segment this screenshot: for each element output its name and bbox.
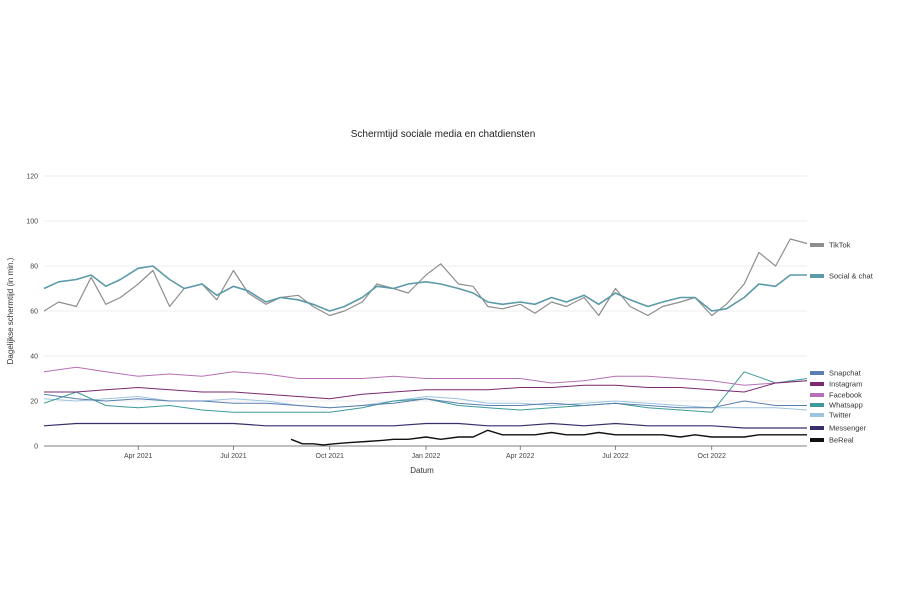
x-tick-label: Jan 2022	[412, 453, 441, 460]
y-axis-label: Dagelijkse schermtijd (in min.)	[6, 257, 15, 364]
legend-item: Messenger	[810, 424, 867, 433]
y-tick-label: 20	[30, 399, 38, 406]
legend: TikTok Social & chat Snapchat Instagram Face…	[810, 241, 874, 445]
legend-label: Facebook	[829, 391, 862, 400]
series-line-social-chat	[43, 265, 807, 312]
legend-item: Instagram	[810, 380, 862, 389]
series-lines	[43, 238, 808, 446]
legend-swatch	[810, 403, 824, 407]
x-tick-label: Oct 2022	[698, 453, 727, 460]
x-axis-ticks: Apr 2021 Jul 2021 Oct 2021 Jan 2022 Apr 2022…	[124, 446, 726, 460]
legend-label: Instagram	[829, 380, 862, 389]
y-tick-label: 40	[30, 354, 38, 361]
y-tick-label: 100	[26, 219, 38, 226]
legend-label: BeReal	[829, 436, 854, 445]
legend-item: Social & chat	[810, 272, 874, 281]
x-tick-label: Oct 2021	[316, 453, 345, 460]
legend-swatch	[810, 426, 824, 430]
series-line-bereal	[290, 429, 807, 446]
legend-item: BeReal	[810, 436, 854, 445]
legend-swatch	[810, 243, 824, 247]
y-tick-label: 60	[30, 309, 38, 316]
legend-label: Snapchat	[829, 369, 862, 378]
series-line-instagram	[44, 380, 808, 400]
x-tick-label: Jul 2021	[220, 453, 247, 460]
x-axis-label: Datum	[410, 466, 434, 475]
x-tick-label: Apr 2021	[124, 453, 153, 460]
legend-swatch	[810, 393, 824, 397]
legend-swatch	[810, 438, 824, 442]
legend-label: Twitter	[829, 411, 852, 420]
legend-label: Messenger	[829, 424, 867, 433]
legend-swatch	[810, 274, 824, 278]
series-line-messenger	[43, 422, 807, 429]
x-tick-label: Jul 2022	[602, 453, 629, 460]
y-axis-ticks: 0 20 40 60 80 100 120	[26, 174, 38, 451]
x-tick-label: Apr 2022	[506, 453, 535, 460]
legend-swatch	[810, 413, 824, 417]
legend-item: Snapchat	[810, 369, 862, 378]
series-line-facebook	[43, 366, 808, 386]
gridlines	[44, 175, 807, 402]
legend-label: Social & chat	[829, 272, 874, 281]
y-tick-label: 0	[34, 444, 38, 451]
legend-item: Whatsapp	[810, 401, 863, 410]
legend-item: Twitter	[810, 411, 852, 420]
series-line-tiktok	[43, 238, 808, 317]
legend-swatch	[810, 371, 824, 375]
legend-label: Whatsapp	[829, 401, 863, 410]
legend-item: TikTok	[810, 241, 851, 250]
legend-label: TikTok	[829, 241, 851, 250]
legend-item: Facebook	[810, 391, 862, 400]
y-tick-label: 80	[30, 264, 38, 271]
chart-title: Schermtijd sociale media en chatdiensten	[351, 129, 536, 140]
series-line-snapchat	[43, 393, 807, 409]
y-tick-label: 120	[26, 174, 38, 181]
legend-swatch	[810, 382, 824, 386]
